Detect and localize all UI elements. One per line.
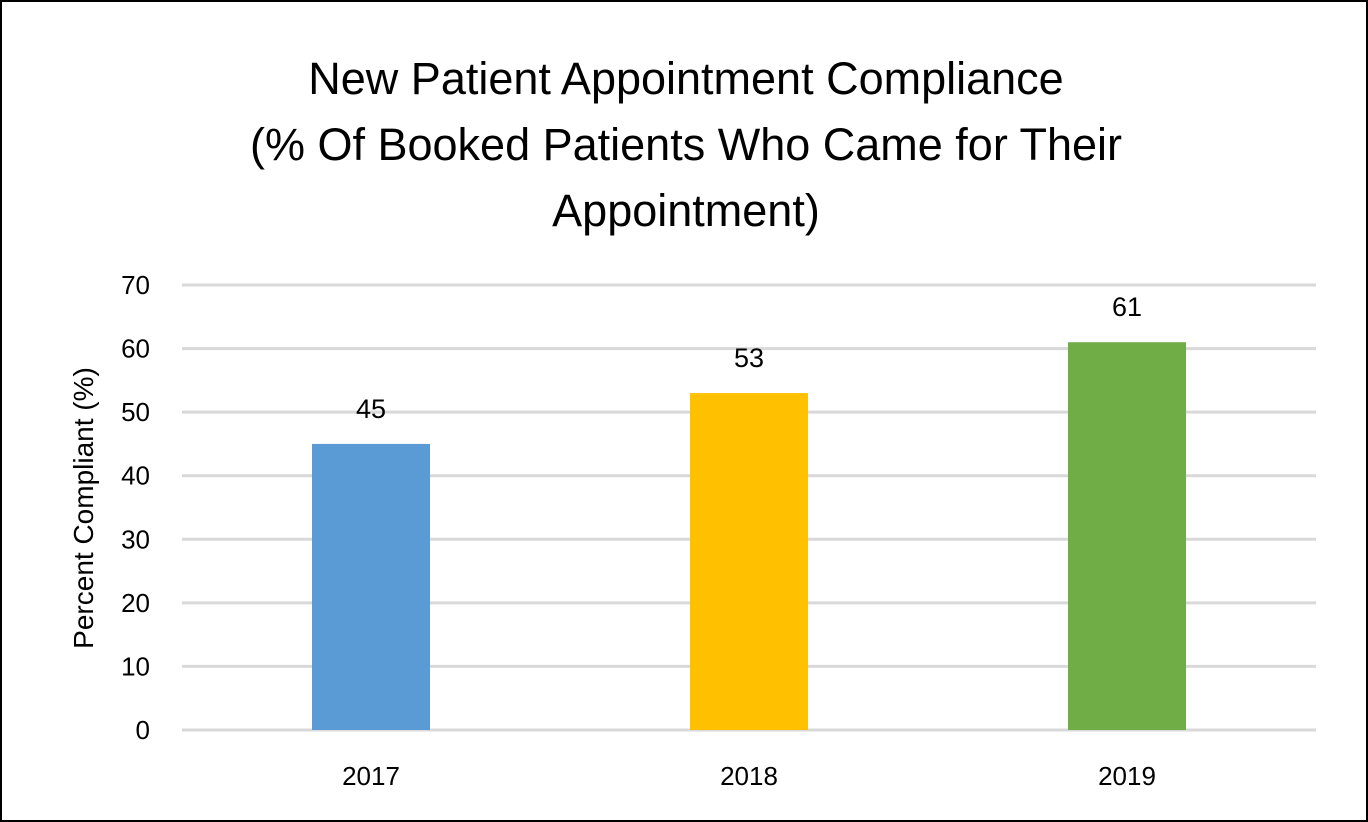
bar-2017 <box>312 443 430 730</box>
y-axis-title: Percent Compliant (%) <box>68 367 99 649</box>
x-axis-ticks: 2017 2018 2019 <box>342 761 1156 791</box>
y-tick-label-50: 50 <box>121 397 150 427</box>
data-label-2017: 45 <box>356 394 386 424</box>
y-tick-label-10: 10 <box>121 651 150 681</box>
y-tick-label-60: 60 <box>121 334 150 364</box>
bar-2018 <box>690 393 808 730</box>
data-labels: 45 53 61 <box>356 292 1142 424</box>
y-tick-label-30: 30 <box>121 524 150 554</box>
y-axis-ticks: 0 10 20 30 40 50 60 70 <box>121 270 150 745</box>
y-tick-label-40: 40 <box>121 461 150 491</box>
chart-title-line-3: Appointment) <box>552 185 820 236</box>
data-label-2019: 61 <box>1112 292 1142 322</box>
x-tick-label-2019: 2019 <box>1098 761 1156 791</box>
x-tick-label-2017: 2017 <box>342 761 400 791</box>
bars <box>312 342 1186 730</box>
x-tick-label-2018: 2018 <box>720 761 778 791</box>
chart-title-line-1: New Patient Appointment Compliance <box>308 53 1064 104</box>
data-label-2018: 53 <box>734 343 764 373</box>
y-tick-label-70: 70 <box>121 270 150 300</box>
y-tick-label-0: 0 <box>136 715 150 745</box>
bar-2019 <box>1068 342 1186 730</box>
chart-title-line-2: (% Of Booked Patients Who Came for Their <box>249 119 1123 170</box>
chart-title: New Patient Appointment Compliance (% Of… <box>2 46 1368 244</box>
y-tick-label-20: 20 <box>121 588 150 618</box>
